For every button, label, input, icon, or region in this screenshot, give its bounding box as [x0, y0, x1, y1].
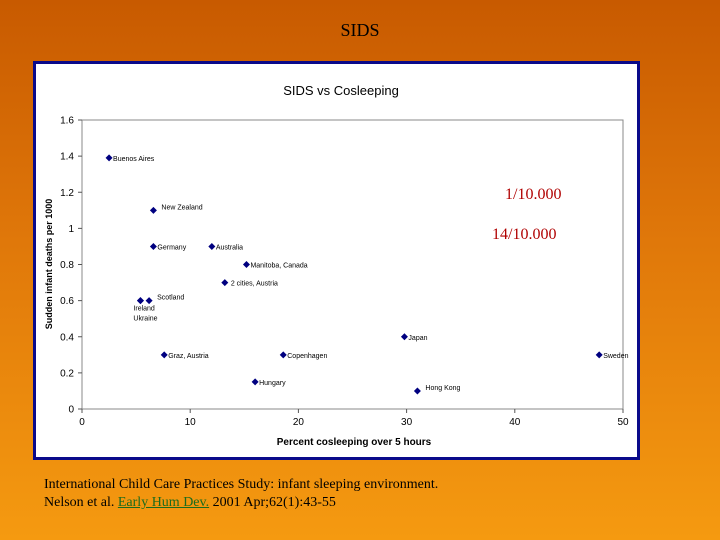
y-tick-label: 0.8 — [60, 260, 74, 271]
journal-link[interactable]: Early Hum Dev. — [117, 495, 210, 510]
annotation-rate-high: 14/10.000 — [492, 226, 557, 243]
y-tick-label: 1.2 — [60, 188, 74, 199]
data-point — [400, 333, 408, 341]
x-tick-label: 30 — [401, 417, 413, 428]
data-point-label: Australia — [216, 244, 243, 251]
plot-area — [81, 119, 624, 410]
data-point — [145, 297, 153, 305]
data-point-label: Sweden — [603, 353, 628, 360]
data-point — [595, 351, 603, 359]
data-point — [160, 351, 168, 359]
y-tick-label: 0 — [68, 405, 74, 416]
data-point — [208, 242, 216, 250]
data-point — [279, 351, 287, 359]
data-point-label: Ireland — [133, 306, 155, 313]
data-point-label: 2 cities, Austria — [231, 281, 278, 288]
chart-title: SIDS vs Cosleeping — [283, 83, 399, 98]
y-tick-label: 1 — [68, 224, 74, 235]
data-point-label: Japan — [408, 335, 427, 342]
data-point-label: Hong Kong — [425, 385, 460, 392]
citation-line-1: International Child Care Practices Study… — [44, 477, 439, 492]
data-point — [251, 378, 259, 386]
scatter-chart: SIDS vs Cosleeping 0 0.2 0.4 0.6 0.8 1 1.2 1.4 1… — [44, 83, 696, 448]
data-point — [413, 387, 421, 395]
x-tick-label: 0 — [79, 417, 85, 428]
data-point-label: Copenhagen — [287, 353, 327, 360]
data-point — [149, 242, 157, 250]
data-point-label: Ukraine — [133, 316, 157, 323]
x-tick-label: 40 — [509, 417, 521, 428]
data-point-label: Germany — [157, 244, 186, 251]
x-tick-label: 50 — [617, 417, 629, 428]
annotation-rate-low: 1/10.000 — [505, 186, 562, 203]
data-point — [136, 297, 144, 305]
citation-line-2: Nelson et al. Early Hum Dev. 2001 Apr;62… — [44, 494, 684, 512]
y-tick-label: 0.6 — [60, 296, 74, 307]
data-point-label: Buenos Aires — [113, 156, 155, 163]
data-point-label: New Zealand — [161, 204, 202, 211]
x-tick-label: 10 — [185, 417, 197, 428]
x-tick-label: 20 — [293, 417, 305, 428]
data-point-label: Scotland — [157, 295, 184, 302]
data-point — [149, 206, 157, 214]
data-point-label: Graz, Austria — [168, 353, 209, 360]
data-point-label: Manitoba, Canada — [250, 263, 307, 270]
data-point-label: Hungary — [259, 380, 286, 387]
slide-title: SIDS — [340, 20, 380, 40]
y-axis-label: Sudden infant deaths per 1000 — [44, 199, 54, 330]
y-tick-label: 1.6 — [60, 116, 74, 127]
data-point — [221, 279, 229, 287]
y-tick-label: 0.2 — [60, 368, 74, 379]
data-point — [242, 261, 250, 268]
chart-frame: SIDS vs Cosleeping 0 0.2 0.4 0.6 0.8 1 1.2 1.4 1… — [33, 61, 696, 460]
citation-authors: Nelson et al. — [44, 495, 115, 510]
data-point — [105, 154, 113, 162]
citation-details: 2001 Apr;62(1):43-55 — [212, 495, 336, 510]
y-tick-label: 1.4 — [60, 152, 74, 163]
citation: International Child Care Practices Study… — [44, 476, 684, 512]
x-axis-label: Percent cosleeping over 5 hours — [277, 437, 432, 448]
y-tick-label: 0.4 — [60, 332, 74, 343]
